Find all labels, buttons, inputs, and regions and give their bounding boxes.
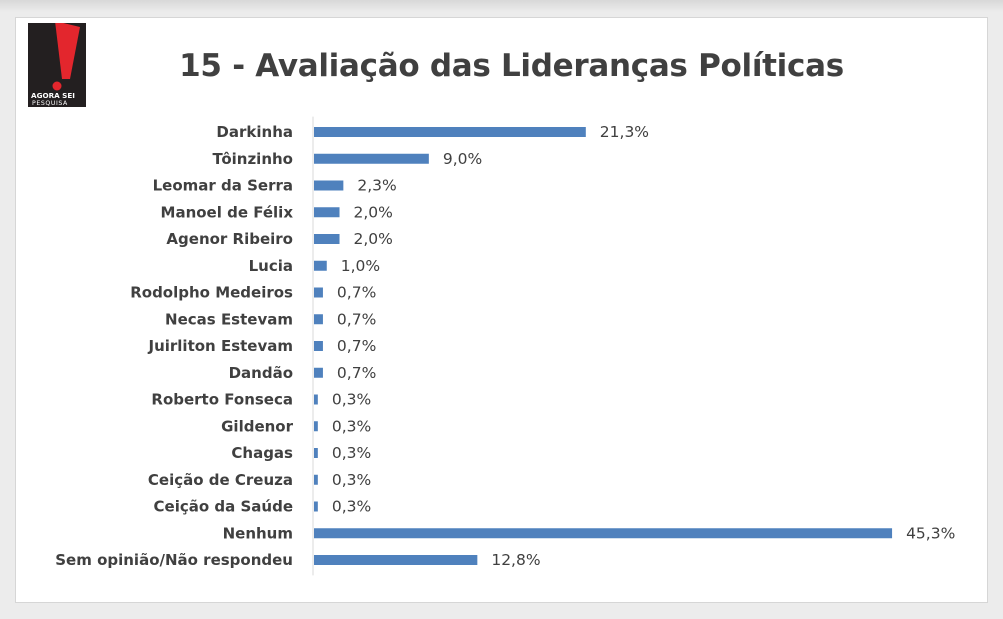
data-label: 2,0% bbox=[354, 203, 393, 221]
data-label: 0,7% bbox=[337, 310, 376, 328]
bar bbox=[314, 127, 586, 137]
category-label: Dandão bbox=[229, 364, 293, 382]
category-label: Chagas bbox=[231, 444, 293, 462]
bar bbox=[314, 474, 318, 485]
category-label: Lucia bbox=[249, 257, 293, 275]
category-label: Tôinzinho bbox=[213, 150, 294, 168]
data-label: 1,0% bbox=[341, 257, 380, 275]
data-label: 0,3% bbox=[332, 471, 371, 489]
category-label: Ceição de Creuza bbox=[148, 471, 293, 489]
logo-exclamation-stroke bbox=[55, 23, 80, 79]
category-label: Agenor Ribeiro bbox=[166, 230, 293, 248]
data-label: 0,3% bbox=[332, 391, 371, 409]
category-label: Juirliton Estevam bbox=[147, 337, 293, 355]
bar bbox=[314, 234, 340, 244]
agora-sei-logo: AGORA SEI PESQUISA bbox=[28, 23, 86, 107]
chart-panel: AGORA SEI PESQUISA 15 - Avaliação das Li… bbox=[15, 17, 988, 603]
bar bbox=[314, 501, 318, 512]
data-label: 12,8% bbox=[491, 551, 540, 569]
bar bbox=[314, 287, 323, 298]
logo-text-agora-sei: AGORA SEI bbox=[31, 91, 75, 100]
data-label: 0,7% bbox=[337, 337, 376, 355]
category-label: Sem opinião/Não respondeu bbox=[55, 551, 293, 569]
top-shadow-bar bbox=[0, 0, 1003, 12]
logo-exclamation-dot bbox=[52, 81, 62, 91]
bar bbox=[314, 448, 318, 458]
category-label: Necas Estevam bbox=[165, 310, 293, 328]
bar bbox=[314, 341, 323, 351]
bar bbox=[314, 421, 318, 432]
bar bbox=[314, 314, 323, 325]
bar-chart: Darkinha 21,3% Tôinzinho 9,0% Leomar da Serr… bbox=[55, 116, 955, 576]
logo-text-pesquisa: PESQUISA bbox=[32, 100, 68, 107]
data-label: 45,3% bbox=[906, 524, 955, 542]
data-label: 0,7% bbox=[337, 284, 376, 302]
category-label: Gildenor bbox=[221, 417, 293, 435]
chart-title: 15 - Avaliação das Lideranças Políticas bbox=[179, 48, 844, 84]
category-label: Roberto Fonseca bbox=[151, 391, 293, 409]
data-label: 21,3% bbox=[600, 123, 649, 141]
data-label: 2,0% bbox=[354, 230, 393, 248]
data-label: 0,3% bbox=[332, 417, 371, 435]
bar bbox=[314, 367, 323, 378]
bar bbox=[314, 153, 429, 164]
category-label: Leomar da Serra bbox=[153, 177, 293, 195]
category-label: Ceição da Saúde bbox=[154, 498, 293, 516]
bar bbox=[314, 555, 478, 565]
data-label: 0,3% bbox=[332, 444, 371, 462]
category-label: Nenhum bbox=[223, 524, 293, 542]
data-label: 9,0% bbox=[443, 150, 482, 168]
bar bbox=[314, 260, 327, 271]
category-label: Rodolpho Medeiros bbox=[130, 284, 293, 302]
data-label: 2,3% bbox=[357, 177, 396, 195]
bar bbox=[314, 394, 318, 405]
bar bbox=[314, 528, 893, 539]
category-label: Manoel de Félix bbox=[161, 203, 294, 221]
bar bbox=[314, 180, 344, 191]
data-label: 0,3% bbox=[332, 498, 371, 516]
category-label: Darkinha bbox=[216, 123, 293, 141]
data-label: 0,7% bbox=[337, 364, 376, 382]
bar bbox=[314, 207, 340, 218]
